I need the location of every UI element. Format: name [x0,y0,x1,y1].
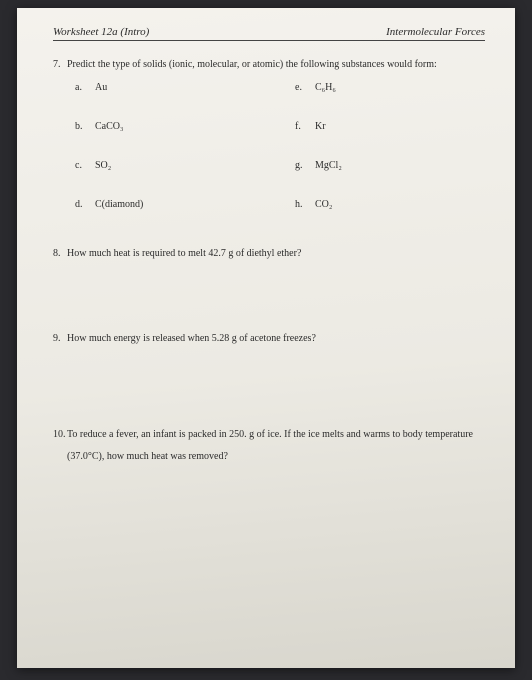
question-7: 7. Predict the type of solids (ionic, mo… [53,57,485,210]
q8-prompt-row: 8. How much heat is required to melt 42.… [53,246,485,261]
question-8: 8. How much heat is required to melt 42.… [53,246,485,261]
header-right: Intermolecular Forces [386,26,485,38]
q7-item-d: d. C(diamond) [75,199,265,210]
sub-letter: d. [75,199,87,210]
sub-text: C(diamond) [95,199,143,210]
sub-letter: f. [295,121,307,132]
q9-prompt: How much energy is released when 5.28 g … [67,331,316,346]
q7-item-e: e. C₆H₆ [295,82,485,93]
sub-letter: g. [295,160,307,171]
q7-item-a: a. Au [75,82,265,93]
q7-item-c: c. SO₂ [75,160,265,171]
sub-text: Au [95,82,107,93]
q7-item-h: h. CO₂ [295,199,485,210]
q7-item-g: g. MgCl₂ [295,160,485,171]
page-header: Worksheet 12a (Intro) Intermolecular For… [53,26,485,41]
sub-letter: a. [75,82,87,93]
sub-letter: b. [75,121,87,132]
q8-number: 8. [53,246,67,261]
q7-item-f: f. Kr [295,121,485,132]
sub-letter: c. [75,160,87,171]
sub-text: SO₂ [95,160,111,171]
q10-prompt: To reduce a fever, an infant is packed i… [67,424,485,468]
q7-subitems: a. Au e. C₆H₆ b. CaCO₃ f. Kr c. SO₂ g. M… [75,82,485,210]
sub-text: C₆H₆ [315,82,336,93]
q7-prompt: Predict the type of solids (ionic, molec… [67,57,437,72]
q7-number: 7. [53,57,67,72]
question-10: 10. To reduce a fever, an infant is pack… [53,424,485,468]
header-left: Worksheet 12a (Intro) [53,26,149,38]
sub-text: CO₂ [315,199,332,210]
sub-text: CaCO₃ [95,121,124,132]
q10-prompt-row: 10. To reduce a fever, an infant is pack… [53,424,485,468]
sub-text: MgCl₂ [315,160,342,171]
sub-letter: e. [295,82,307,93]
question-9: 9. How much energy is released when 5.28… [53,331,485,346]
sub-text: Kr [315,121,326,132]
q8-prompt: How much heat is required to melt 42.7 g… [67,246,301,261]
q7-prompt-row: 7. Predict the type of solids (ionic, mo… [53,57,485,72]
worksheet-page: Worksheet 12a (Intro) Intermolecular For… [17,8,515,668]
q7-item-b: b. CaCO₃ [75,121,265,132]
q9-prompt-row: 9. How much energy is released when 5.28… [53,331,485,346]
q9-number: 9. [53,331,67,346]
q10-number: 10. [53,424,67,468]
sub-letter: h. [295,199,307,210]
